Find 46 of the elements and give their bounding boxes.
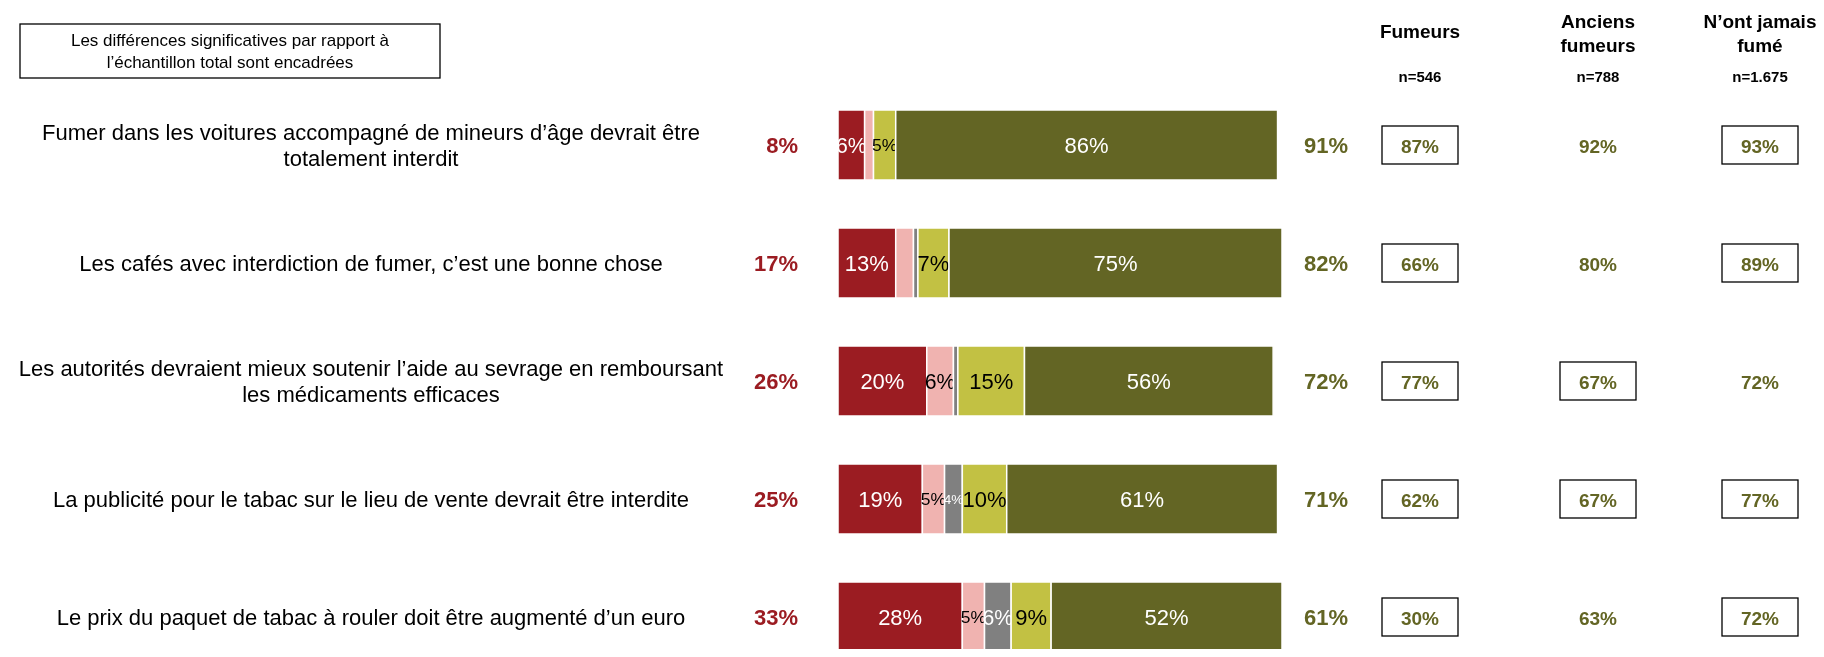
- text: 72%: [1740, 608, 1780, 629]
- text: 87%: [1400, 136, 1440, 157]
- data-label: 75%: [1093, 250, 1138, 276]
- text: 62%: [1400, 490, 1440, 511]
- text: 92%: [1578, 136, 1618, 157]
- text: 26%: [753, 369, 798, 394]
- text: 67%: [1578, 372, 1618, 393]
- y-tick-label: Les cafés avec interdiction de fumer, c’est une bonne chose: [79, 251, 663, 276]
- text: 72%: [1740, 372, 1780, 393]
- text: 30%: [1400, 608, 1440, 629]
- data-label: 9%: [1015, 604, 1048, 630]
- y-tick-label: Les autorités devraient mieux soutenir l’aide au sevrage en remboursant les médicaments efficaces: [18, 356, 724, 407]
- text: 77%: [1400, 372, 1440, 393]
- data-label: 52%: [1144, 604, 1189, 630]
- text: 93%: [1740, 136, 1780, 157]
- text: 61%: [1303, 605, 1349, 630]
- text: 25%: [753, 487, 798, 512]
- data-label: 15%: [969, 368, 1014, 394]
- data-label: 10%: [962, 486, 1007, 512]
- y-tick-label: La publicité pour le tabac sur le lieu de vente devrait être interdite: [53, 487, 689, 512]
- text: 33%: [753, 605, 798, 630]
- text: 89%: [1740, 254, 1780, 275]
- text: 63%: [1578, 608, 1618, 629]
- category-label: N’ont jamais fumé n=1.675: [1703, 11, 1817, 85]
- y-tick-label: Fumer dans les voitures accompagné de mineurs d’âge devrait être totalement interdit: [42, 120, 700, 171]
- text: 17%: [753, 251, 798, 276]
- text: 91%: [1303, 133, 1349, 158]
- category-label: Anciens fumeurs n=788: [1560, 11, 1636, 85]
- text: 82%: [1303, 251, 1349, 276]
- text: Les différences significatives par rapport à l’échantillon total sont encadrées: [70, 31, 390, 72]
- data-label: 61%: [1120, 486, 1165, 512]
- data-label: 20%: [860, 368, 905, 394]
- data-label: 28%: [878, 604, 923, 630]
- text: 71%: [1303, 487, 1349, 512]
- text: 67%: [1578, 490, 1618, 511]
- text: 72%: [1303, 369, 1349, 394]
- text: 80%: [1578, 254, 1618, 275]
- data-label: 86%: [1064, 132, 1109, 158]
- text: 8%: [766, 133, 798, 158]
- text: 77%: [1740, 490, 1780, 511]
- data-label: 13%: [844, 250, 889, 276]
- category-label: Fumeurs n=546: [1379, 21, 1461, 85]
- y-tick-label: Le prix du paquet de tabac à rouler doit être augmenté d’un euro: [56, 605, 686, 630]
- text: 66%: [1400, 254, 1440, 275]
- data-label: 19%: [858, 486, 903, 512]
- data-label: 56%: [1126, 368, 1171, 394]
